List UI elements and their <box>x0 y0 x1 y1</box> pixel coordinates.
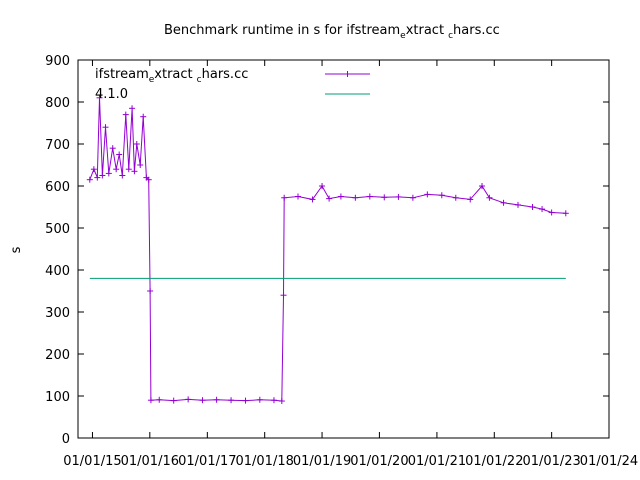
y-tick-label: 900 <box>45 54 70 69</box>
data-point <box>94 174 101 181</box>
series-group <box>86 94 569 405</box>
data-point <box>366 193 373 200</box>
data-point <box>467 196 474 203</box>
x-tick-label: 01/01/19 <box>293 454 351 469</box>
data-point <box>147 288 154 294</box>
chart-title: Benchmark runtime in s for ifstreamextra… <box>164 23 500 41</box>
x-tick-label: 01/01/22 <box>465 454 523 469</box>
data-point <box>548 209 555 216</box>
data-point <box>199 397 206 404</box>
x-tick-label: 01/01/17 <box>178 454 236 469</box>
plot-frame <box>77 59 610 439</box>
y-tick-label: 400 <box>45 264 70 279</box>
data-point <box>281 194 288 201</box>
legend-version: 4.1.0 <box>95 87 128 102</box>
data-point <box>529 204 536 210</box>
data-point <box>242 397 249 404</box>
data-point <box>99 172 106 179</box>
y-axis-label: s <box>9 246 24 253</box>
data-point <box>147 397 154 404</box>
data-point <box>539 206 546 213</box>
y-axis-ticks: 0 100 200 300 400 500 600 700 800 900 <box>45 54 609 447</box>
data-point <box>562 210 569 217</box>
data-point <box>409 194 416 201</box>
data-point <box>337 193 344 200</box>
data-point <box>170 397 177 404</box>
legend-marker-series-1 <box>344 71 351 77</box>
data-point <box>352 194 359 201</box>
x-tick-label: 01/01/21 <box>408 454 466 469</box>
x-tick-label: 01/01/23 <box>522 454 580 469</box>
data-point <box>270 397 277 404</box>
data-point <box>309 196 316 203</box>
data-point <box>86 176 93 183</box>
data-point <box>105 170 112 177</box>
data-point <box>295 193 302 200</box>
data-point <box>125 166 132 173</box>
data-point <box>116 151 123 158</box>
data-point <box>438 192 445 199</box>
data-point <box>280 292 287 299</box>
legend <box>325 71 370 95</box>
data-point <box>213 396 220 403</box>
data-point <box>129 105 136 112</box>
legend-title: ifstreamextract chars.cc <box>95 67 248 85</box>
data-point <box>137 162 144 168</box>
y-tick-label: 200 <box>45 348 70 363</box>
x-tick-label: 01/01/18 <box>235 454 293 469</box>
x-tick-label: 01/01/20 <box>350 454 408 469</box>
y-tick-label: 600 <box>45 180 70 195</box>
y-tick-label: 800 <box>45 96 70 111</box>
data-point <box>319 183 326 189</box>
data-point <box>119 172 126 179</box>
y-tick-label: 700 <box>45 138 70 153</box>
data-point <box>90 166 97 173</box>
data-point <box>278 398 285 405</box>
data-point <box>326 195 333 202</box>
data-point <box>185 396 192 403</box>
data-point <box>156 396 163 403</box>
x-tick-label: 01/01/15 <box>63 454 121 469</box>
y-tick-label: 500 <box>45 222 70 237</box>
data-point <box>145 176 152 183</box>
data-point <box>500 199 507 206</box>
data-point <box>515 201 522 208</box>
data-point <box>102 124 109 131</box>
data-point <box>452 194 459 201</box>
y-tick-label: 100 <box>45 390 70 405</box>
data-point <box>395 193 402 200</box>
data-point <box>96 94 103 101</box>
data-point <box>122 111 129 118</box>
data-point <box>133 141 140 147</box>
data-point <box>381 194 388 201</box>
data-point <box>113 166 120 173</box>
y-tick-label: 300 <box>45 306 70 321</box>
data-point <box>424 191 431 198</box>
data-point <box>486 194 493 201</box>
data-point <box>256 396 263 403</box>
x-tick-label: 01/01/24 <box>580 454 638 469</box>
y-tick-label: 0 <box>62 432 70 447</box>
data-point <box>140 113 147 120</box>
x-tick-label: 01/01/16 <box>121 454 179 469</box>
data-point <box>109 145 116 152</box>
data-point <box>479 183 486 189</box>
data-point <box>131 168 138 175</box>
data-point <box>228 397 235 404</box>
